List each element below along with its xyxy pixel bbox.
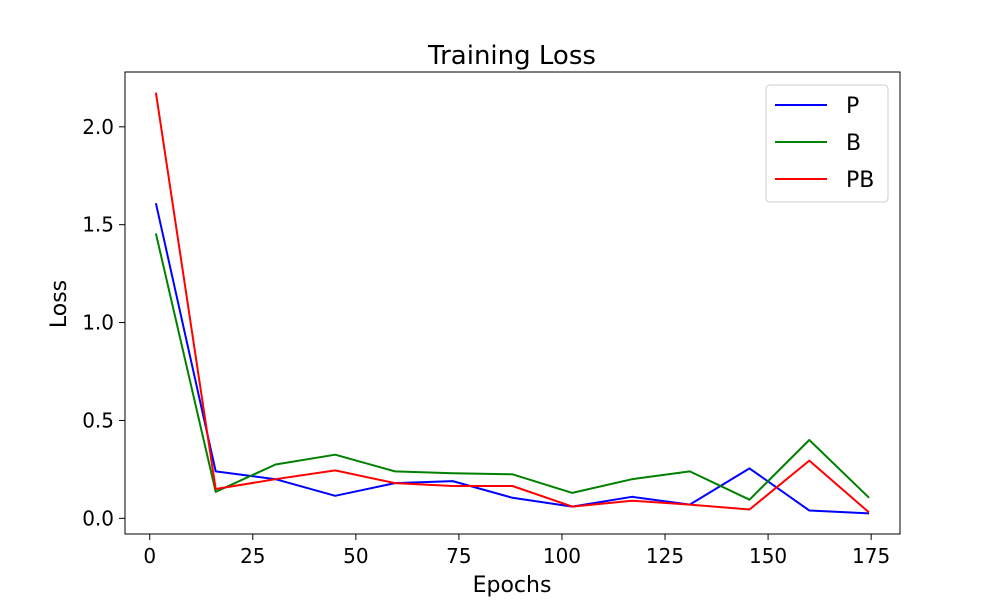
series-line-b xyxy=(154,233,870,501)
x-tick-label: 100 xyxy=(543,544,581,568)
legend-label-p: P xyxy=(846,94,859,119)
x-tick-label: 25 xyxy=(240,544,265,568)
y-axis-label: Loss xyxy=(47,280,72,328)
x-tick-label: 150 xyxy=(749,544,787,568)
series-line-pb xyxy=(154,92,870,514)
x-tick-label: 175 xyxy=(852,544,890,568)
y-tick-label: 2.0 xyxy=(82,115,114,139)
legend-box xyxy=(765,84,889,203)
x-axis-label: Epochs xyxy=(473,573,552,598)
x-tick-label: 125 xyxy=(646,544,684,568)
x-tick-label: 50 xyxy=(343,544,368,568)
plot-area: 0 25 50 75 100 125 150 175 0.0 0.5 1.0 1.5 2.0 xyxy=(82,71,901,568)
y-tick-label: 1.0 xyxy=(82,311,114,335)
chart-title: Training Loss xyxy=(427,41,596,71)
x-tick-label: 75 xyxy=(446,544,471,568)
legend-label-pb: PB xyxy=(846,168,874,193)
legend-label-b: B xyxy=(846,131,861,156)
plot-frame xyxy=(124,71,901,535)
y-tick-label: 0.5 xyxy=(82,408,114,432)
x-tick-label: 0 xyxy=(143,544,156,568)
legend: PB PB xyxy=(765,84,889,203)
y-tick-label: 0.0 xyxy=(82,506,114,530)
y-tick-label: 1.5 xyxy=(82,213,114,237)
